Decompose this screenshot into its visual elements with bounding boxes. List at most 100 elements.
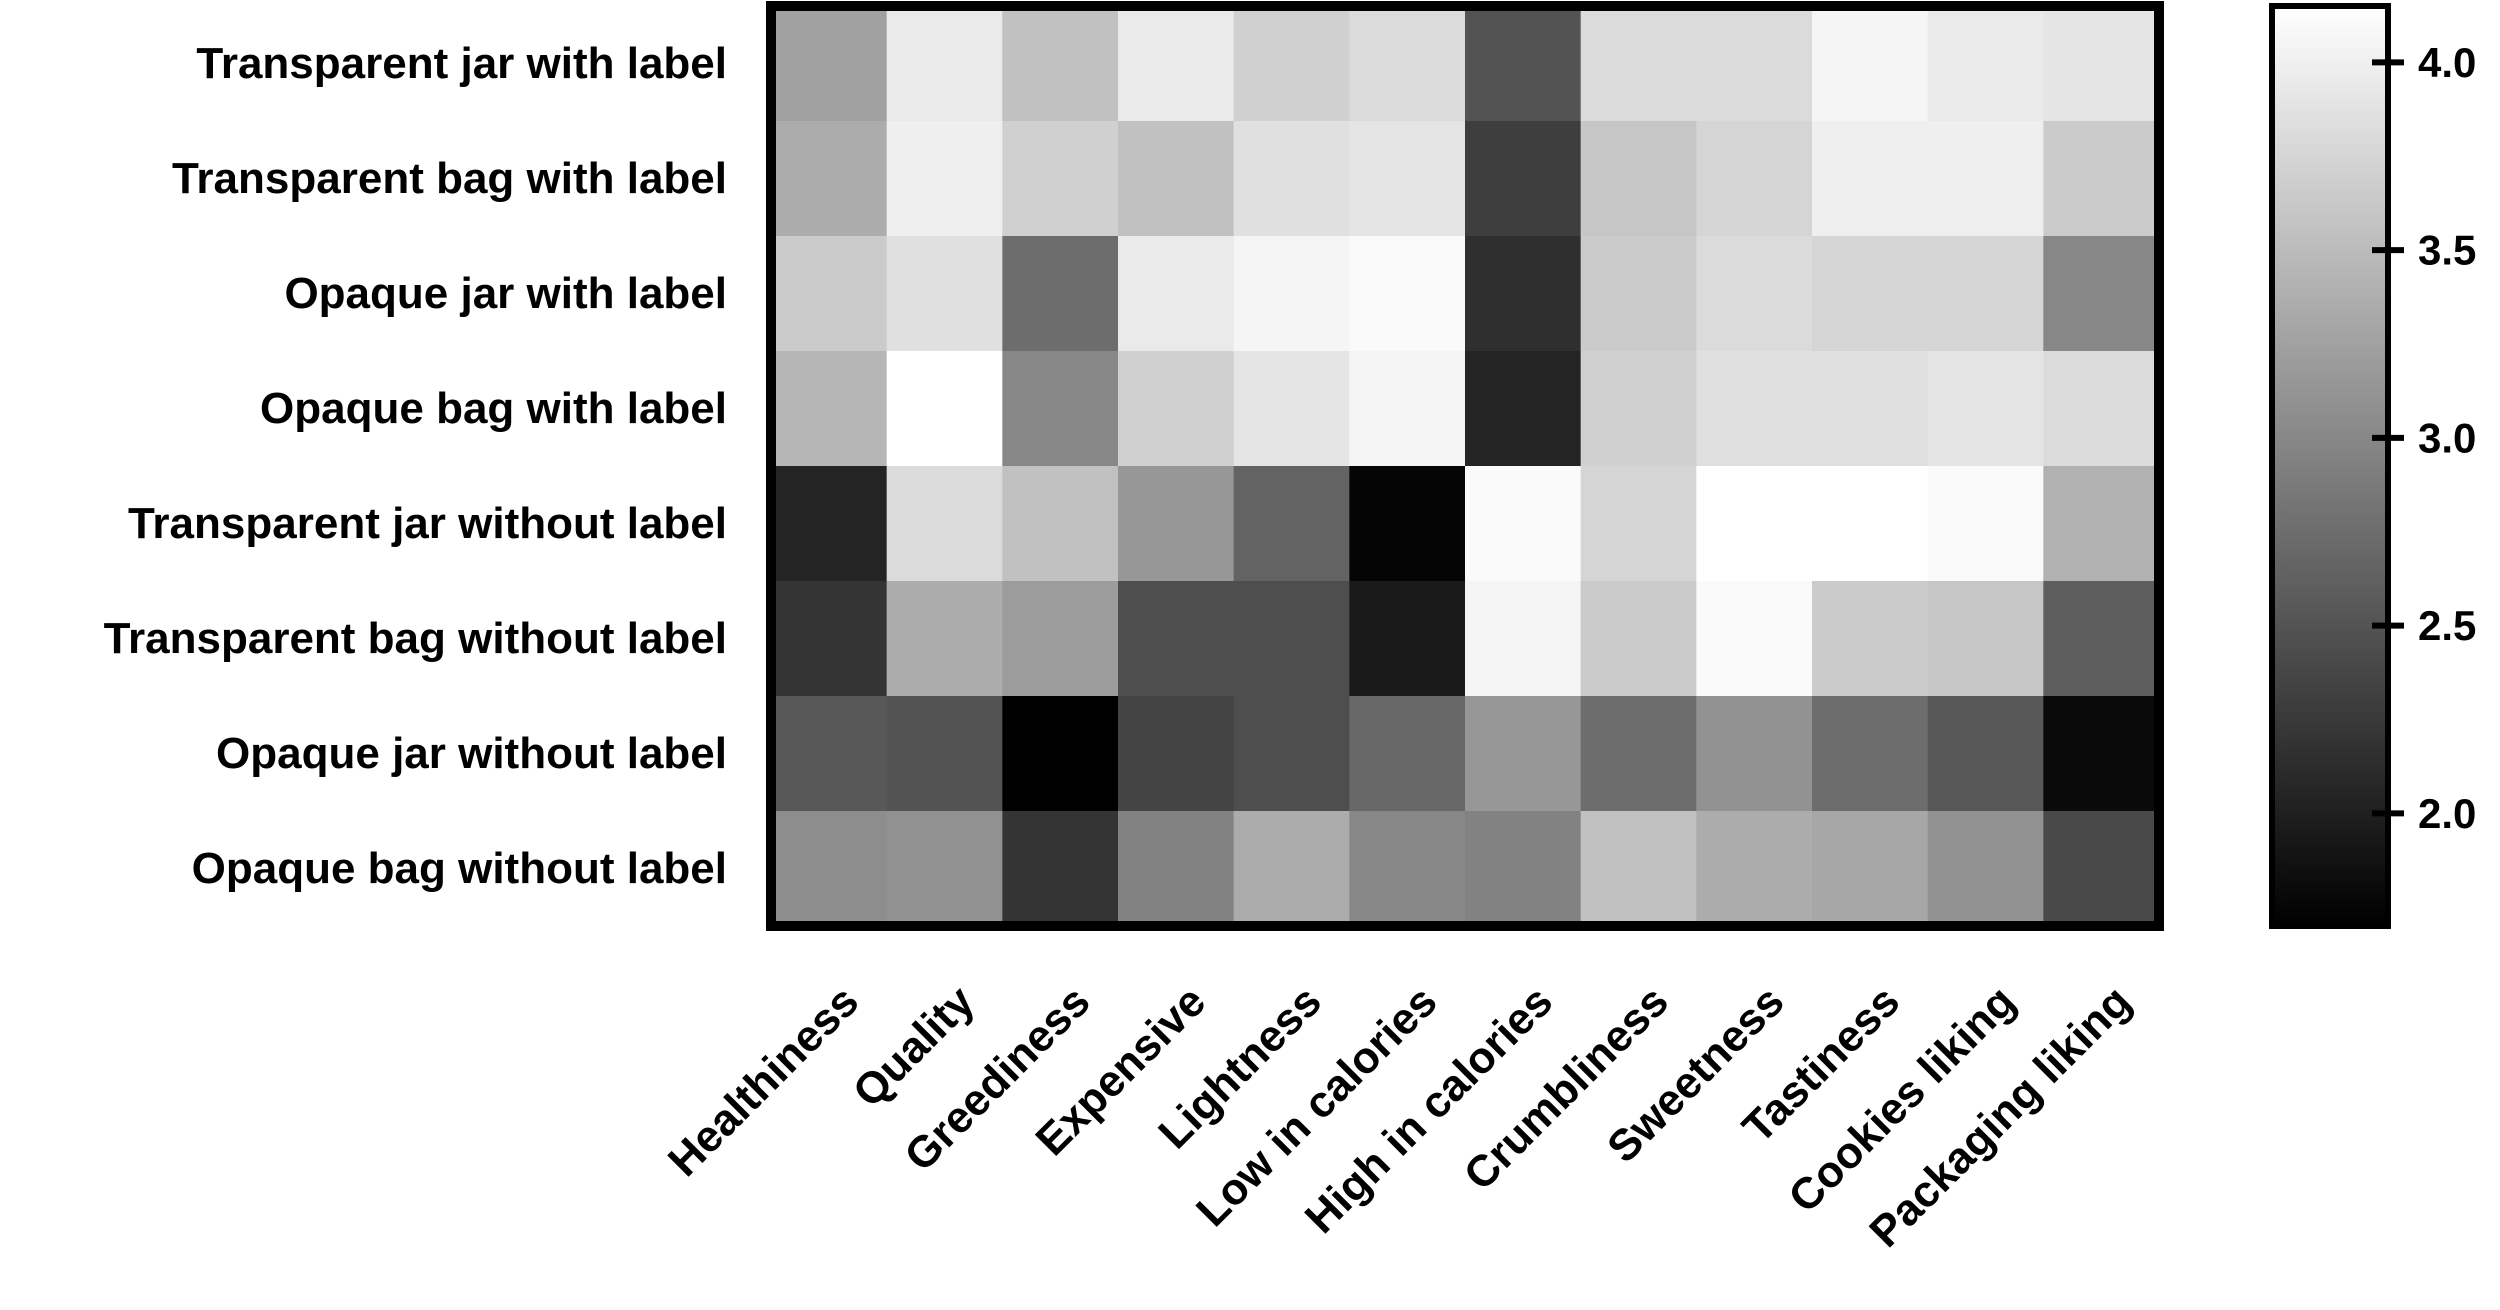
heatmap-cell: [1002, 121, 1119, 237]
heatmap-cell: [886, 811, 1003, 927]
heatmap-cell: [1580, 696, 1697, 812]
heatmap-cell: [2043, 696, 2160, 812]
heatmap-cell: [1812, 811, 1929, 927]
heatmap-cell: [771, 811, 888, 927]
heatmap-cell: [1349, 6, 1466, 122]
column-labels: HealthinessQualityGreedinessExpensiveLig…: [659, 976, 2141, 1257]
heatmap-cell: [1233, 581, 1350, 697]
colorbar-tick-label: 2.0: [2418, 790, 2476, 837]
heatmap-cell: [1002, 811, 1119, 927]
heatmap-cell: [1002, 236, 1119, 352]
heatmap-cell: [886, 121, 1003, 237]
heatmap-cell: [1696, 581, 1813, 697]
heatmap-cell: [771, 351, 888, 467]
heatmap-cell: [1233, 351, 1350, 467]
heatmap-cell: [1118, 466, 1235, 582]
heatmap-cell: [1927, 581, 2044, 697]
colorbar-ticks: 2.0 2.5 3.0 3.5 4.0: [2372, 39, 2476, 837]
heatmap-cell: [1349, 351, 1466, 467]
heatmap-cell: [1927, 466, 2044, 582]
heatmap-cell: [771, 6, 888, 122]
heatmap-cell: [1349, 236, 1466, 352]
heatmap-cell: [1118, 811, 1235, 927]
row-label: Transparent jar without label: [128, 499, 727, 548]
heatmap-cell: [1233, 6, 1350, 122]
heatmap-cell: [1233, 696, 1350, 812]
heatmap-cell: [1812, 466, 1929, 582]
row-label: Opaque jar with label: [284, 269, 727, 318]
colorbar-tick-label: 3.5: [2418, 227, 2476, 274]
heatmap-cell: [1002, 581, 1119, 697]
heatmap-cell: [1349, 581, 1466, 697]
row-label: Opaque jar without label: [216, 729, 727, 778]
heatmap-cell: [1118, 236, 1235, 352]
heatmap-cell: [1580, 121, 1697, 237]
heatmap-cell: [1812, 581, 1929, 697]
heatmap-cell: [1465, 236, 1582, 352]
heatmap-cell: [1002, 696, 1119, 812]
row-label: Opaque bag with label: [260, 384, 727, 433]
heatmap-cell: [1812, 121, 1929, 237]
heatmap-cell: [771, 696, 888, 812]
heatmap-cell: [1118, 696, 1235, 812]
colorbar-tick-label: 4.0: [2418, 39, 2476, 86]
row-label: Opaque bag without label: [192, 844, 727, 893]
heatmap-cell: [1812, 6, 1929, 122]
column-label: Crumbliness: [1455, 977, 1678, 1200]
heatmap-cell: [1118, 351, 1235, 467]
heatmap-cell: [1233, 121, 1350, 237]
heatmap-cell: [1465, 581, 1582, 697]
column-label: Healthiness: [659, 977, 868, 1186]
heatmap-cell: [1812, 236, 1929, 352]
heatmap-cell: [2043, 6, 2160, 122]
heatmap-cell: [1118, 121, 1235, 237]
heatmap-cells: [771, 6, 2160, 927]
heatmap-cell: [1696, 6, 1813, 122]
colorbar-gradient: [2269, 3, 2391, 929]
heatmap-cell: [771, 581, 888, 697]
heatmap-cell: [771, 121, 888, 237]
heatmap-cell: [2043, 236, 2160, 352]
heatmap-cell: [1696, 466, 1813, 582]
heatmap-cell: [1580, 811, 1697, 927]
heatmap-cell: [1465, 466, 1582, 582]
heatmap-cell: [1927, 236, 2044, 352]
heatmap-cell: [1927, 811, 2044, 927]
heatmap-cell: [771, 236, 888, 352]
heatmap-cell: [2043, 811, 2160, 927]
heatmap-cell: [1927, 351, 2044, 467]
heatmap-cell: [1580, 581, 1697, 697]
heatmap-cell: [1465, 6, 1582, 122]
heatmap-cell: [1118, 6, 1235, 122]
row-label: Transparent jar with label: [196, 39, 727, 88]
heatmap-cell: [886, 581, 1003, 697]
heatmap-cell: [1580, 351, 1697, 467]
heatmap-cell: [1812, 696, 1929, 812]
heatmap-cell: [1927, 696, 2044, 812]
heatmap-cell: [1233, 466, 1350, 582]
heatmap-frame: [766, 1, 2164, 931]
row-labels: Transparent jar with label Transparent ba…: [104, 39, 727, 893]
heatmap-cell: [1696, 811, 1813, 927]
heatmap-cell: [1118, 581, 1235, 697]
heatmap-cell: [1349, 811, 1466, 927]
heatmap-cell: [1696, 236, 1813, 352]
heatmap-cell: [886, 236, 1003, 352]
heatmap-cell: [2043, 581, 2160, 697]
heatmap-cell: [886, 696, 1003, 812]
heatmap-cell: [1696, 351, 1813, 467]
heatmap-cell: [1233, 236, 1350, 352]
heatmap-cell: [1349, 696, 1466, 812]
heatmap-cell: [2043, 121, 2160, 237]
heatmap-cell: [1002, 351, 1119, 467]
heatmap-cell: [886, 351, 1003, 467]
heatmap-cell: [1696, 121, 1813, 237]
heatmap-cell: [771, 466, 888, 582]
heatmap-cell: [1002, 6, 1119, 122]
heatmap-cell: [1465, 696, 1582, 812]
heatmap-cell: [2043, 351, 2160, 467]
heatmap-cell: [1927, 121, 2044, 237]
row-label: Transparent bag without label: [104, 614, 727, 663]
